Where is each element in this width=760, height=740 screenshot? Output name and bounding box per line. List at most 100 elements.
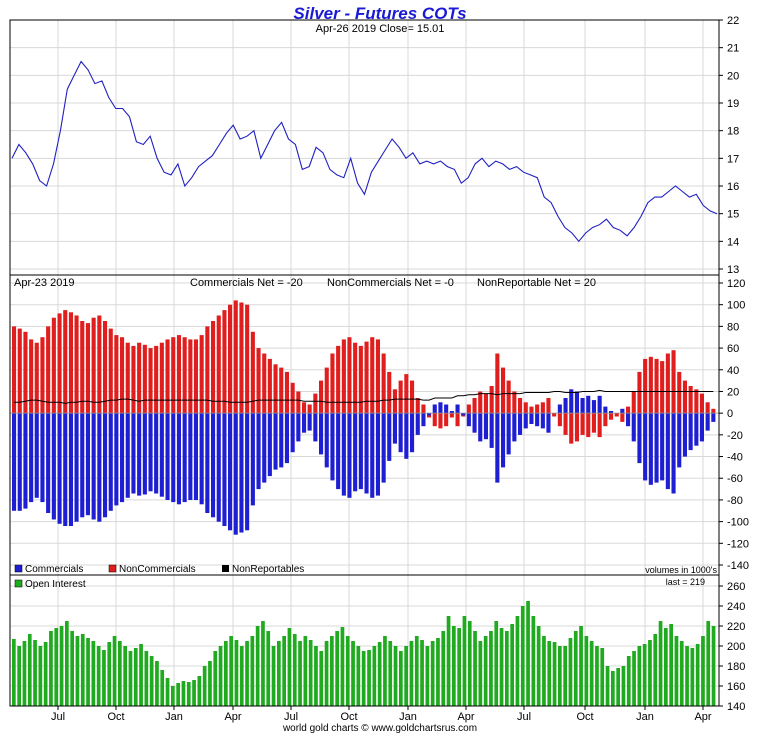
- noncommercials-bar: [188, 339, 193, 414]
- cot-ytick-label: 120: [727, 278, 745, 290]
- open-interest-bar: [568, 638, 573, 706]
- open-interest-bar: [621, 666, 626, 706]
- open-interest-bar: [685, 646, 689, 706]
- open-interest-bar: [155, 661, 159, 706]
- commercials-bar: [699, 413, 704, 442]
- noncommercials-bar: [705, 402, 710, 414]
- noncommercials-bar: [501, 367, 506, 414]
- noncommercials-bar: [529, 406, 534, 414]
- commercials-bar: [557, 404, 562, 414]
- noncommercials-bar: [495, 353, 500, 414]
- noncommercials-bar: [381, 353, 386, 414]
- price-line: [11, 60, 718, 243]
- noncommercials-bar: [415, 398, 420, 414]
- noncommercials-bar: [591, 413, 596, 433]
- open-interest-bar: [345, 636, 350, 706]
- commercials-bar: [620, 408, 625, 414]
- commercials-bar: [478, 413, 483, 442]
- commercials-bar: [256, 413, 261, 490]
- nonreportables-line: [14, 389, 714, 404]
- commercials-bar: [142, 413, 147, 495]
- noncommercials-bar: [648, 356, 653, 414]
- commercials-bar: [626, 413, 631, 427]
- cot-ytick-label: 100: [727, 300, 745, 312]
- commercials-bar: [313, 413, 318, 442]
- commercials-bar: [57, 413, 62, 524]
- open-interest-bar: [388, 641, 393, 706]
- commercials-bar: [495, 413, 500, 483]
- noncommercials-bar: [307, 404, 312, 414]
- legend-swatch-open-interest: [14, 579, 23, 588]
- footer-credit: world gold charts © www.goldchartsrus.co…: [282, 723, 477, 734]
- x-tick-label: Jul: [51, 711, 65, 723]
- open-interest-bar: [43, 642, 48, 706]
- open-interest-bar: [70, 631, 74, 706]
- noncommercials-bar: [250, 331, 255, 414]
- open-interest-bar: [340, 627, 345, 706]
- open-interest-bar: [128, 651, 133, 706]
- noncommercials-bar: [233, 300, 238, 414]
- noncommercials-bar: [370, 337, 375, 414]
- commercials-bar: [529, 413, 534, 424]
- open-interest-bar: [531, 616, 536, 706]
- open-interest-bar: [462, 616, 467, 706]
- oi-ytick-label: 140: [727, 701, 745, 713]
- noncommercials-bar: [171, 337, 176, 414]
- oi-ytick-label: 220: [727, 621, 745, 633]
- open-interest-bar: [420, 640, 424, 706]
- noncommercials-bar: [245, 304, 250, 414]
- cot-ytick-label: 40: [727, 365, 739, 377]
- open-interest-bar: [648, 640, 652, 706]
- noncommercials-bar: [120, 337, 125, 414]
- noncommercials-bar: [347, 337, 352, 414]
- noncommercials-bar: [125, 342, 130, 414]
- open-interest-bar: [393, 646, 398, 706]
- noncommercials-bar: [444, 413, 449, 427]
- commercials-bar: [472, 413, 477, 433]
- price-ytick-label: 17: [727, 153, 739, 165]
- open-interest-bar: [584, 636, 589, 706]
- commercials-bar: [205, 413, 210, 513]
- price-ytick-label: 21: [727, 43, 739, 55]
- open-interest-bar: [425, 646, 430, 706]
- open-interest-bar: [611, 671, 615, 706]
- noncommercials-bar: [535, 404, 540, 414]
- oi-last: last = 219: [666, 577, 705, 587]
- open-interest-bar: [255, 626, 260, 706]
- commercials-bar: [535, 413, 540, 427]
- open-interest-bar: [510, 624, 514, 706]
- noncommercials-bar: [626, 406, 631, 414]
- x-tick-label: Apr: [694, 711, 711, 723]
- open-interest-bar: [367, 650, 371, 706]
- noncommercials-bar: [563, 413, 568, 435]
- noncommercials-bar: [637, 371, 642, 414]
- noncommercials-bar: [313, 393, 318, 414]
- commercials-bar: [370, 413, 375, 498]
- open-interest-bar: [271, 646, 276, 706]
- noncommercials-bar: [603, 413, 608, 427]
- noncommercials-bar: [358, 345, 363, 414]
- open-interest-bar: [54, 628, 59, 706]
- oi-label: Open Interest: [25, 579, 86, 590]
- commercials-bar: [296, 413, 301, 442]
- commercials-bar: [273, 413, 278, 470]
- noncommercials-bar: [540, 402, 545, 414]
- noncommercials-bar: [63, 310, 68, 414]
- x-tick-label: Apr: [457, 711, 474, 723]
- open-interest-bar: [303, 636, 308, 706]
- noncommercials-bar: [114, 335, 119, 414]
- noncommercials-bar: [387, 371, 392, 414]
- open-interest-bar: [414, 636, 419, 706]
- price-ytick-label: 14: [727, 236, 739, 248]
- noncommercials-bar: [193, 339, 198, 414]
- open-interest-bar: [22, 641, 27, 706]
- price-ytick-label: 18: [727, 126, 739, 138]
- commercials-bar: [682, 413, 687, 457]
- noncommercials-bar: [80, 321, 85, 414]
- open-interest-bar: [49, 631, 53, 706]
- open-interest-bar: [505, 631, 509, 706]
- commercials-bar: [665, 413, 670, 490]
- open-interest-bar: [664, 628, 668, 706]
- open-interest-bar: [372, 646, 377, 706]
